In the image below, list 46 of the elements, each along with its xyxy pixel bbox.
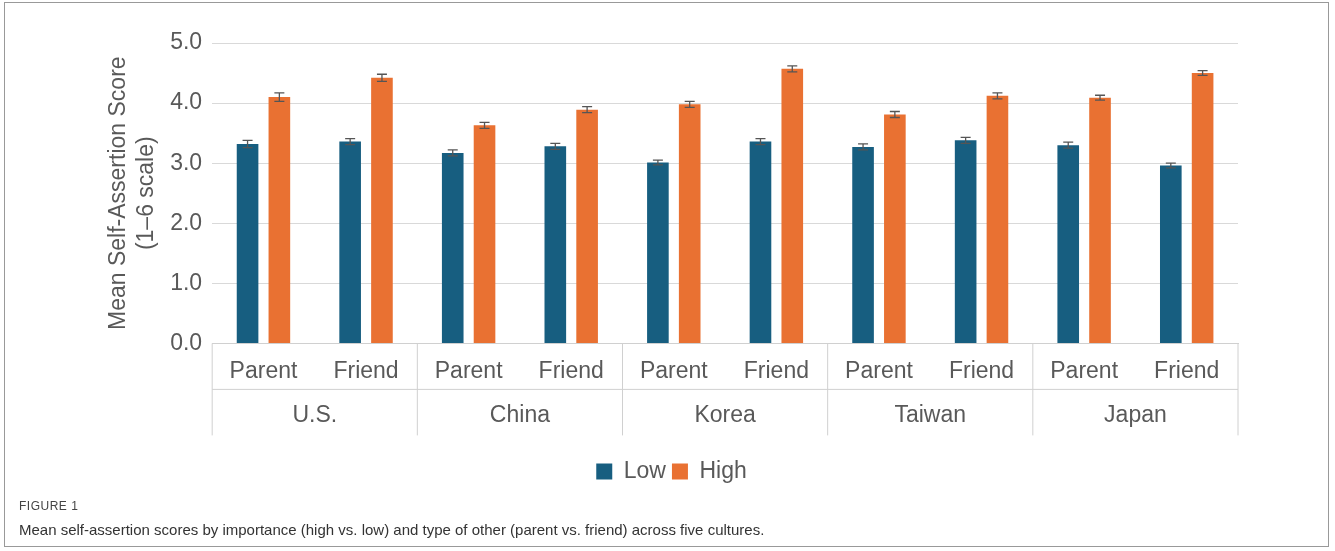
bar xyxy=(986,95,1009,343)
x-tick-label: Parent xyxy=(434,356,504,383)
bar xyxy=(749,141,772,343)
x-tick-label: Friend xyxy=(333,356,399,383)
text: China xyxy=(489,400,551,427)
text: Korea xyxy=(694,400,756,427)
bar xyxy=(236,143,259,343)
y-tick-label: 3.0 xyxy=(170,148,203,175)
bar xyxy=(576,109,598,343)
text: Mean self-assertion scores by importance (high vs. low) and type of other (parent vs. friend) across five cultures. xyxy=(19,521,765,538)
legend-label: High xyxy=(699,456,747,483)
y-tick-label: 2.0 xyxy=(170,208,203,235)
legend-label: Low xyxy=(623,456,667,483)
bar xyxy=(1160,165,1182,343)
text: Taiwan xyxy=(894,400,967,427)
bar xyxy=(268,97,291,343)
x-tick-label: Parent xyxy=(1050,356,1119,383)
bar xyxy=(441,152,464,343)
bar xyxy=(473,125,496,343)
bar xyxy=(781,68,804,343)
bar xyxy=(647,162,669,343)
x-tick-label: Parent xyxy=(639,356,709,383)
y-tick-label: 4.0 xyxy=(170,88,203,115)
x-tick-label: Parent xyxy=(229,356,298,383)
bar xyxy=(678,104,701,343)
x-tick-label: Friend xyxy=(948,356,1015,383)
bar xyxy=(884,114,906,343)
bar xyxy=(1191,73,1214,343)
bar xyxy=(339,141,361,343)
y-tick-label: 1.0 xyxy=(170,268,203,295)
x-tick-label: Friend xyxy=(743,356,809,383)
bar xyxy=(954,140,977,343)
bar xyxy=(1057,145,1080,343)
text: Japan xyxy=(1104,400,1167,427)
x-tick-label: Friend xyxy=(538,356,604,383)
x-tick-label: Parent xyxy=(845,356,914,383)
bar xyxy=(1089,97,1111,343)
text: FIGURE 1 xyxy=(19,499,79,513)
text: U.S. xyxy=(292,400,338,427)
bar xyxy=(544,146,567,343)
y-tick-label: 0.0 xyxy=(170,328,203,355)
x-tick-label: Friend xyxy=(1154,356,1220,383)
y-tick-label: 5.0 xyxy=(170,28,203,55)
y-axis-title: Mean Self-Assertion Score (1–6 scale) xyxy=(104,56,158,330)
bar xyxy=(371,77,393,343)
bar xyxy=(852,146,874,343)
